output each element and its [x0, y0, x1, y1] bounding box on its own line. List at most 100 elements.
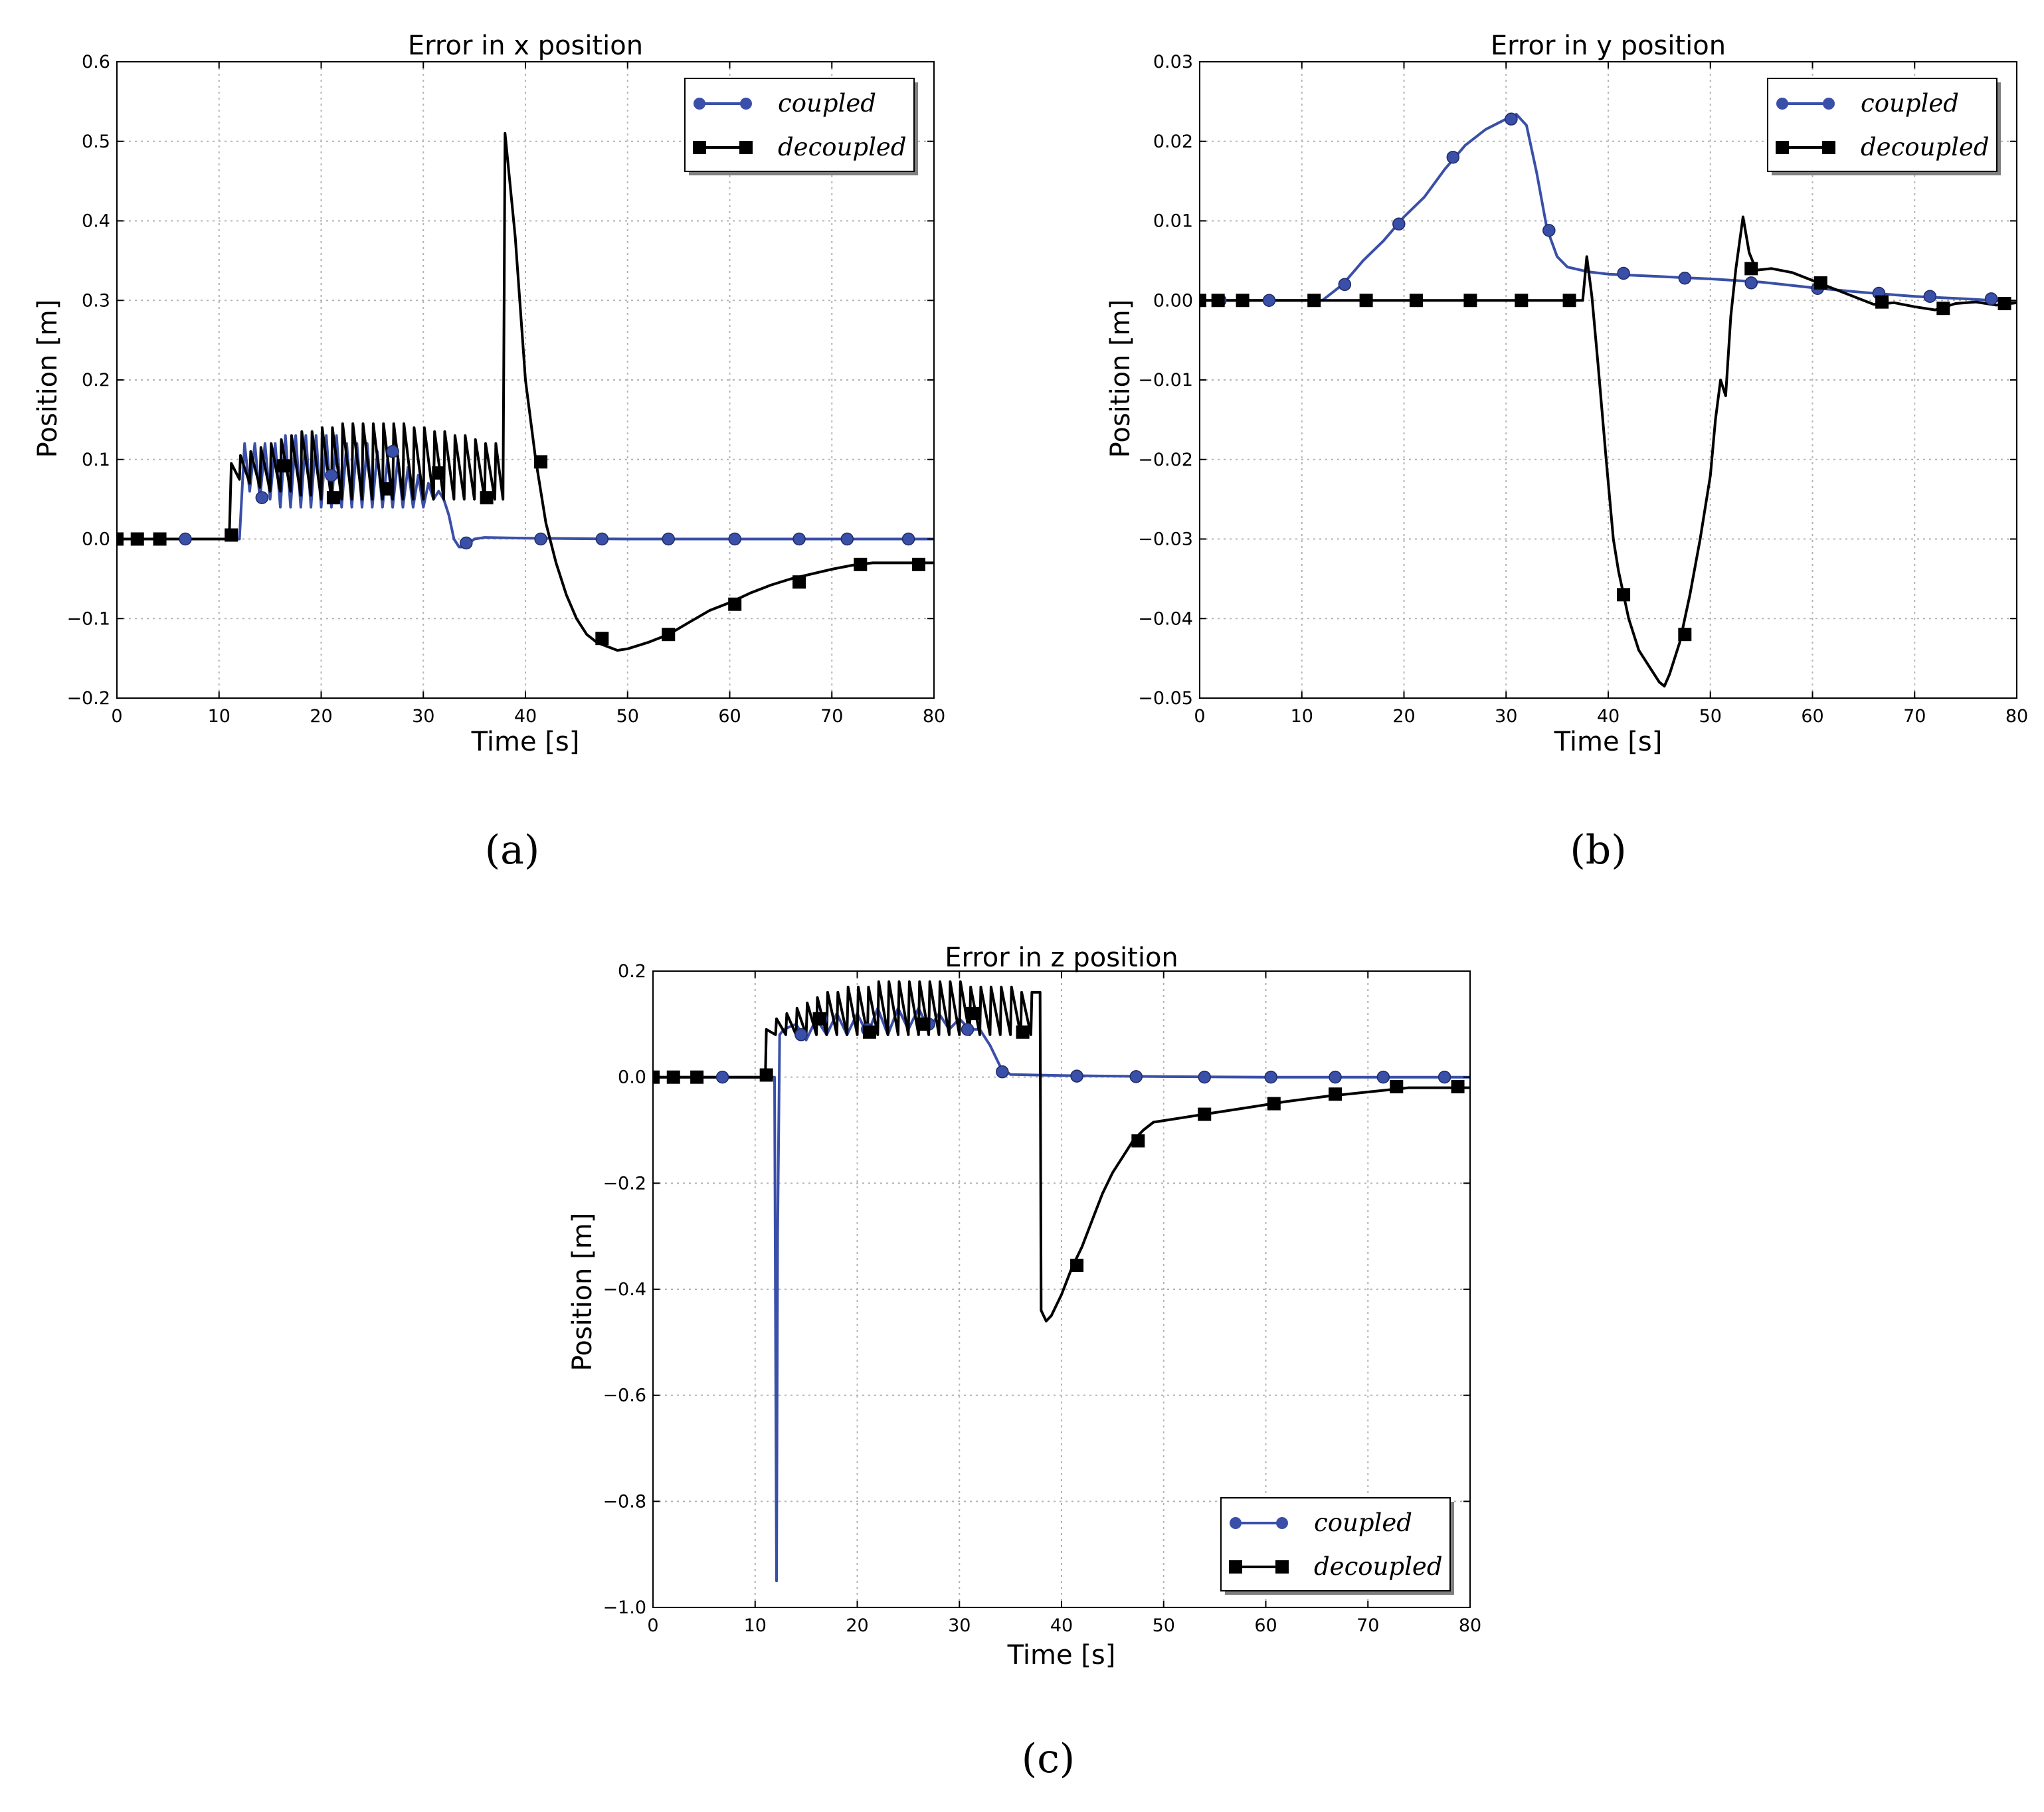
- coupled-point: [794, 1028, 808, 1042]
- decoupled-point: [595, 632, 609, 646]
- plot-area: [653, 980, 1470, 1583]
- y-tick-label: 0.0: [618, 1067, 646, 1088]
- decoupled-point: [1451, 1080, 1465, 1094]
- coupled-point: [460, 536, 473, 550]
- legend-label-coupled: coupled: [1314, 1508, 1412, 1537]
- decoupled-point: [326, 491, 340, 505]
- panel-b: Error in y position Time [s] Position [m…: [1105, 31, 2028, 873]
- x-tick-label: 50: [616, 706, 639, 727]
- panel-caption: (c): [1022, 1736, 1075, 1782]
- coupled-point: [1070, 1069, 1083, 1083]
- coupled-point: [1262, 294, 1276, 307]
- decoupled-point: [1198, 1107, 1212, 1121]
- x-tick-label: 50: [1699, 706, 1722, 727]
- panel-caption: (a): [485, 827, 540, 873]
- legend-marker-decoupled: [1776, 141, 1789, 154]
- coupled-point: [1376, 1070, 1390, 1084]
- x-tick-label: 0: [647, 1615, 658, 1636]
- decoupled-point: [690, 1070, 704, 1084]
- coupled-point: [1505, 112, 1518, 126]
- y-tick-label: 0.2: [618, 961, 646, 982]
- y-tick-label: −0.1: [66, 608, 110, 629]
- legend-box: [1767, 78, 1998, 172]
- y-tick-label: −1.0: [603, 1597, 646, 1618]
- x-tick-label: 40: [1050, 1615, 1073, 1636]
- x-tick-label: 60: [1254, 1615, 1277, 1636]
- x-tick-label: 80: [2005, 706, 2028, 727]
- x-tick-label: 30: [412, 706, 434, 727]
- decoupled-point: [1307, 294, 1321, 308]
- coupled-point: [662, 532, 675, 546]
- y-tick-label: −0.2: [66, 688, 110, 709]
- x-tick-label: 70: [1356, 1615, 1379, 1636]
- coupled-point: [1264, 1070, 1277, 1084]
- y-tick-label: −0.6: [603, 1386, 646, 1406]
- coupled-point: [728, 532, 741, 546]
- decoupled-point: [792, 575, 806, 589]
- chart-title: Error in y position: [1491, 31, 1726, 61]
- legend-marker-decoupled: [1275, 1560, 1289, 1574]
- coupled-point: [996, 1065, 1009, 1079]
- decoupled-point: [534, 455, 548, 469]
- y-axis-label: Position [m]: [33, 300, 63, 458]
- x-tick-label: 80: [1459, 1615, 1481, 1636]
- x-tick-label: 60: [1801, 706, 1823, 727]
- decoupled-point: [225, 528, 238, 542]
- panel-caption: (b): [1570, 827, 1626, 873]
- coupled-point: [792, 532, 806, 546]
- x-axis-label: Time [s]: [471, 727, 580, 757]
- x-tick-label: 20: [310, 706, 332, 727]
- decoupled-point: [1998, 297, 2011, 311]
- y-tick-label: −0.05: [1138, 688, 1193, 709]
- coupled-point: [255, 491, 269, 504]
- legend-label-coupled: coupled: [1861, 89, 1959, 118]
- decoupled-point: [862, 1025, 876, 1039]
- coupled-point: [534, 532, 547, 546]
- legend-label-decoupled: decoupled: [1314, 1552, 1443, 1581]
- coupled-point: [179, 532, 192, 546]
- legend-box: [684, 78, 915, 172]
- decoupled-point: [812, 1012, 826, 1026]
- x-tick-label: 10: [208, 706, 231, 727]
- decoupled-point: [1267, 1097, 1281, 1111]
- x-tick-label: 80: [923, 706, 945, 727]
- x-axis-label: Time [s]: [1007, 1640, 1116, 1671]
- x-tick-label: 10: [744, 1615, 767, 1636]
- legend-marker-coupled: [1230, 1517, 1242, 1529]
- coupled-point: [715, 1070, 729, 1084]
- decoupled-point: [966, 1006, 980, 1020]
- coupled-point: [1198, 1070, 1211, 1084]
- legend-marker-coupled: [1823, 98, 1835, 110]
- y-tick-label: 0.3: [82, 290, 110, 311]
- x-tick-label: 70: [1903, 706, 1926, 727]
- decoupled-point: [1390, 1080, 1404, 1094]
- decoupled-point: [1211, 294, 1225, 308]
- decoupled-point: [854, 557, 868, 571]
- legend-marker-coupled: [740, 98, 752, 110]
- y-tick-label: −0.02: [1138, 450, 1193, 470]
- decoupled-point: [1409, 294, 1423, 308]
- coupled-point: [1923, 290, 1937, 304]
- x-axis-label: Time [s]: [1554, 727, 1663, 757]
- y-tick-label: 0.1: [82, 450, 110, 470]
- decoupled-point: [1070, 1259, 1084, 1273]
- y-tick-label: −0.01: [1138, 370, 1193, 391]
- decoupled-point: [153, 532, 167, 546]
- decoupled-point: [432, 466, 446, 480]
- y-tick-label: 0.2: [82, 370, 110, 391]
- legend-marker-decoupled: [739, 141, 753, 154]
- coupled-point: [1542, 224, 1556, 237]
- legend: coupled decoupled: [1767, 78, 2001, 175]
- legend-marker-decoupled: [693, 141, 706, 154]
- decoupled-point: [1562, 294, 1576, 308]
- coupled-point: [1744, 276, 1758, 290]
- coupled-point: [1392, 217, 1406, 231]
- decoupled-point: [276, 459, 290, 473]
- y-axis-label: Position [m]: [1105, 300, 1136, 458]
- panel-a: Error in x position Time [s] Position [m…: [33, 31, 945, 873]
- x-tick-label: 0: [111, 706, 122, 727]
- chart-title: Error in x position: [408, 31, 643, 61]
- x-tick-label: 30: [948, 1615, 971, 1636]
